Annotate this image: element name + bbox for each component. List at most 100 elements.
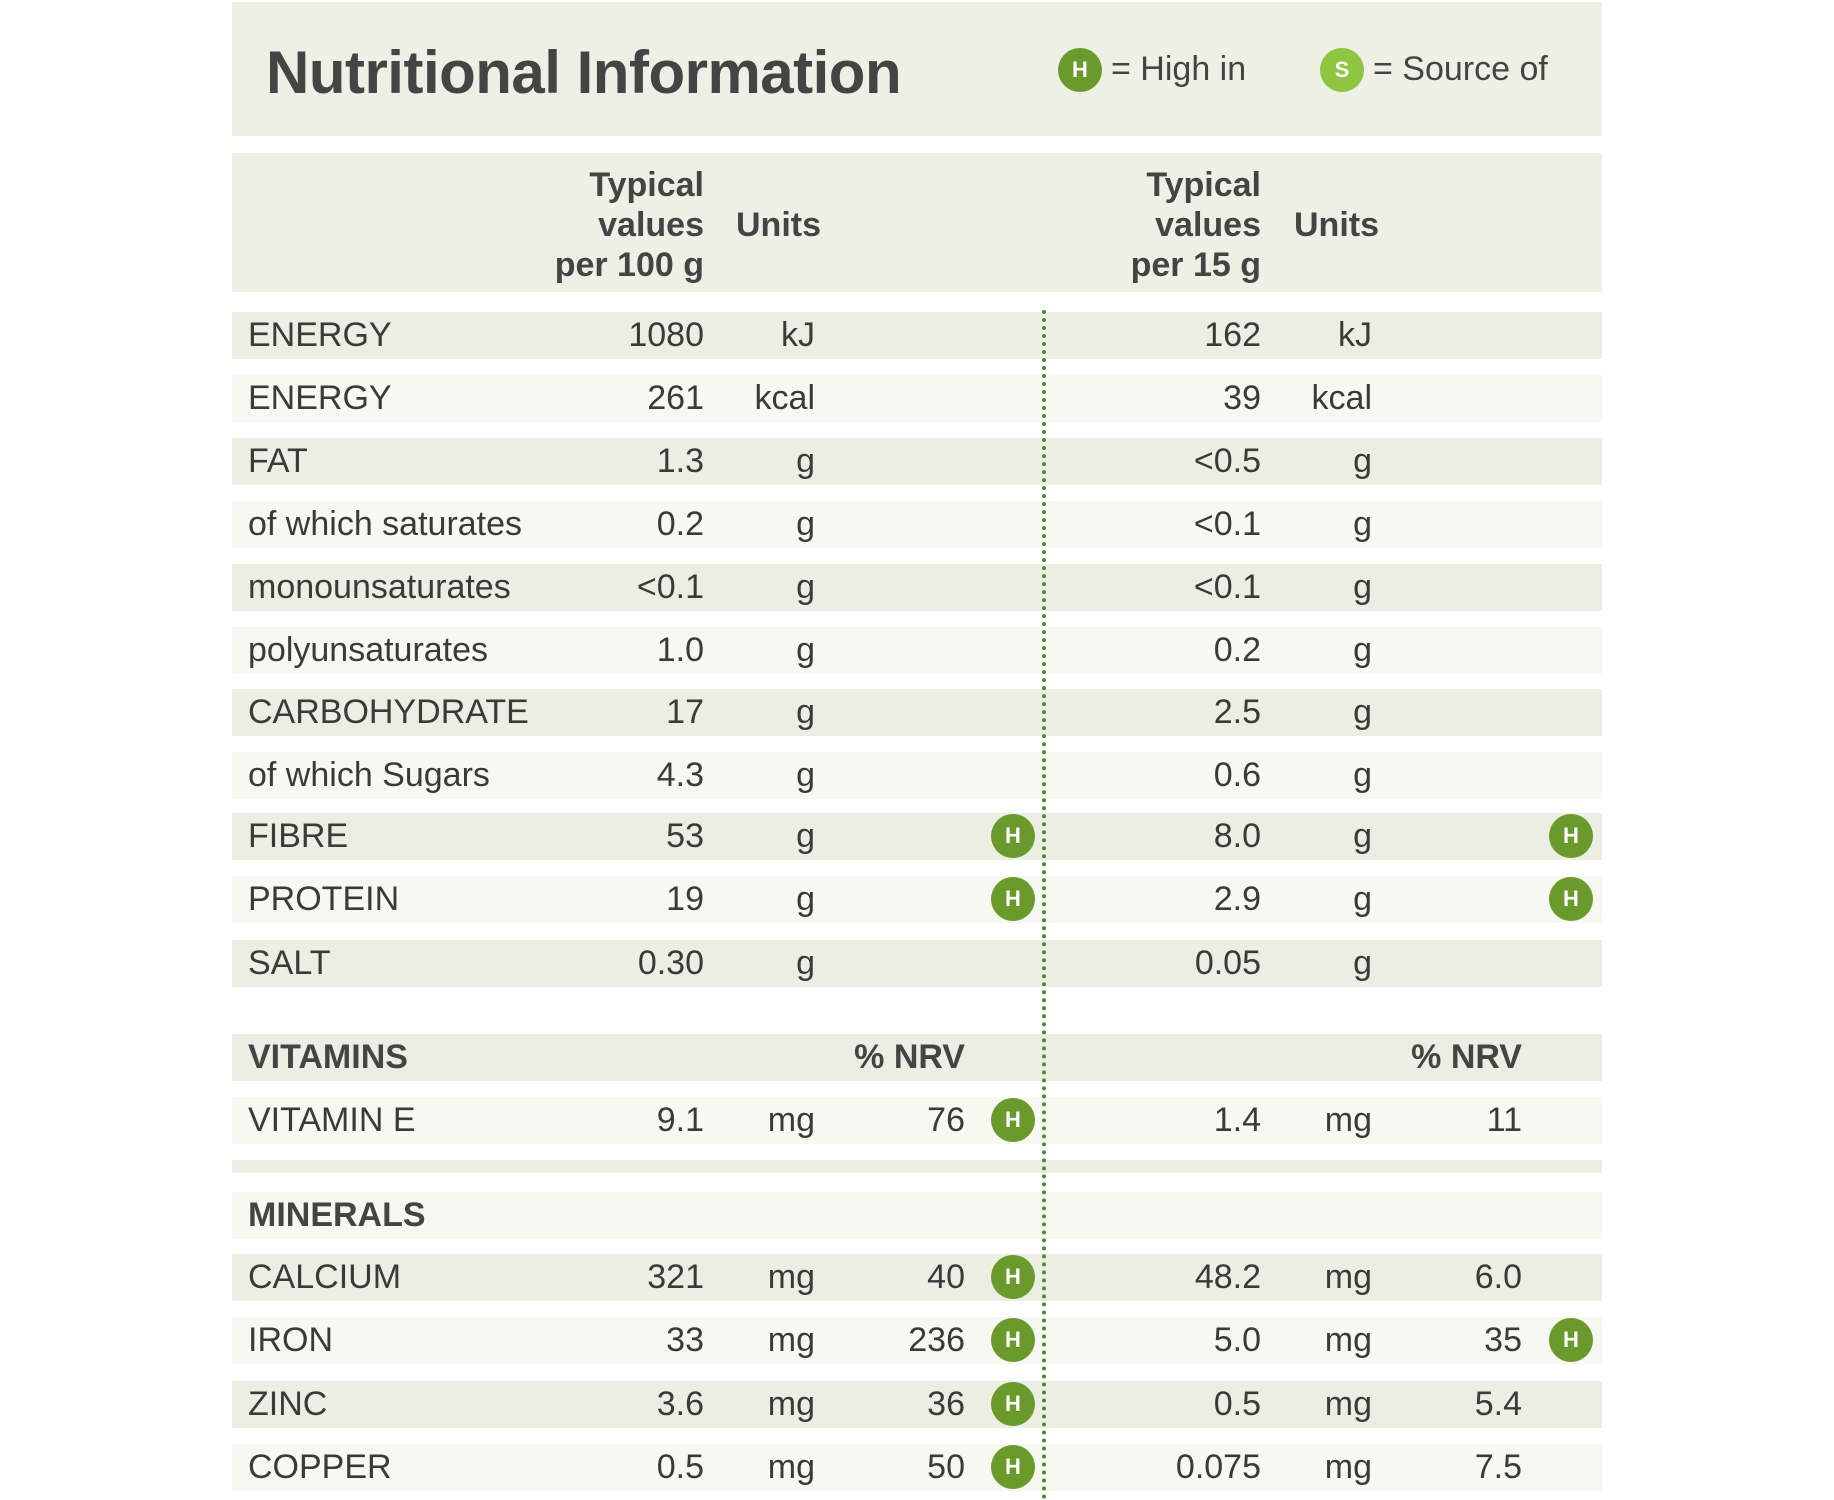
unit-per-100g: g — [796, 693, 815, 731]
table-row — [232, 1381, 1602, 1428]
nrv-per-100g: 50 — [927, 1448, 965, 1486]
value-per-15g: 0.6 — [1213, 756, 1261, 794]
high-in-badge-icon: H — [991, 814, 1035, 858]
value-per-100g: 1080 — [628, 316, 704, 354]
table-row — [232, 752, 1602, 799]
unit-per-15g: g — [1353, 442, 1372, 480]
table-row — [232, 1192, 1602, 1239]
high-in-badge-icon: H — [1549, 1318, 1593, 1362]
table-row — [232, 689, 1602, 736]
value-per-15g: 0.075 — [1175, 1448, 1261, 1486]
unit-per-15g: mg — [1324, 1258, 1372, 1296]
unit-per-15g: mg — [1324, 1385, 1372, 1423]
value-per-100g: 33 — [666, 1321, 704, 1359]
unit-per-15g: g — [1353, 756, 1372, 794]
nrv-per-15g: 6.0 — [1474, 1258, 1522, 1296]
value-per-15g: 2.9 — [1213, 880, 1261, 918]
unit-per-15g: g — [1353, 631, 1372, 669]
nrv-per-100g: 236 — [908, 1321, 965, 1359]
high-in-badge-icon: H — [1549, 814, 1593, 858]
unit-per-15g: g — [1353, 505, 1372, 543]
unit-per-100g: g — [796, 631, 815, 669]
high-in-badge-icon: H — [991, 1098, 1035, 1142]
separator-band — [232, 1160, 1602, 1173]
nutrient-label: PROTEIN — [248, 880, 400, 918]
value-per-15g: <0.5 — [1193, 442, 1261, 480]
unit-per-15g: kcal — [1311, 379, 1372, 417]
section-heading: VITAMINS — [248, 1038, 408, 1076]
header-per-15g: Typical values per 15 g — [1131, 165, 1261, 285]
value-per-15g: 39 — [1223, 379, 1261, 417]
value-per-15g: 162 — [1204, 316, 1261, 354]
table-row — [232, 501, 1602, 548]
column-divider — [1042, 310, 1046, 1500]
table-row — [232, 312, 1602, 359]
table-row — [232, 1034, 1602, 1081]
nutrient-label: of which saturates — [248, 505, 523, 543]
table-row — [232, 1444, 1602, 1491]
value-per-100g: 0.30 — [637, 944, 704, 982]
value-per-15g: 5.0 — [1213, 1321, 1261, 1359]
section-heading: MINERALS — [248, 1196, 426, 1234]
nutrient-label: monounsaturates — [248, 568, 511, 606]
unit-per-100g: mg — [767, 1385, 815, 1423]
table-row — [232, 627, 1602, 674]
value-per-100g: 3.6 — [656, 1385, 704, 1423]
table-row — [232, 940, 1602, 987]
legend-source-label: = Source of — [1373, 50, 1548, 88]
unit-per-100g: g — [796, 944, 815, 982]
nutrient-label: IRON — [248, 1321, 333, 1359]
header-line: values — [1155, 206, 1261, 244]
title-panel — [232, 2, 1602, 136]
header-line: Typical — [589, 166, 704, 204]
nutrient-label: FAT — [248, 442, 308, 480]
nutrient-label: ZINC — [248, 1385, 328, 1423]
nutrient-label: polyunsaturates — [248, 631, 489, 669]
nrv-per-15g: 7.5 — [1474, 1448, 1522, 1486]
unit-per-100g: g — [796, 442, 815, 480]
header-line: per 100 g — [554, 246, 704, 284]
value-per-100g: 1.3 — [656, 442, 704, 480]
unit-per-15g: mg — [1324, 1321, 1372, 1359]
value-per-15g: <0.1 — [1193, 568, 1261, 606]
nutrient-label: COPPER — [248, 1448, 392, 1486]
source-of-badge-icon: S — [1320, 48, 1364, 92]
value-per-15g: 1.4 — [1213, 1101, 1261, 1139]
value-per-100g: 9.1 — [656, 1101, 704, 1139]
header-units-100g: Units — [736, 206, 821, 244]
value-per-100g: 1.0 — [656, 631, 704, 669]
value-per-15g: 2.5 — [1213, 693, 1261, 731]
nrv-per-15g: 35 — [1484, 1321, 1522, 1359]
legend-high-label: = High in — [1111, 50, 1247, 88]
table-row — [232, 564, 1602, 611]
nutrient-label: CARBOHYDRATE — [248, 693, 529, 731]
unit-per-100g: mg — [767, 1101, 815, 1139]
unit-per-15g: mg — [1324, 1101, 1372, 1139]
high-in-badge-icon: H — [991, 1382, 1035, 1426]
table-row — [232, 813, 1602, 860]
value-per-100g: 53 — [666, 817, 704, 855]
value-per-100g: 4.3 — [656, 756, 704, 794]
nrv-per-100g: 76 — [927, 1101, 965, 1139]
nutrient-label: ENERGY — [248, 379, 392, 417]
table-row — [232, 375, 1602, 422]
page-title: Nutritional Information — [266, 39, 902, 106]
unit-per-15g: g — [1353, 944, 1372, 982]
value-per-100g: 0.5 — [656, 1448, 704, 1486]
header-per-100g: Typical values per 100 g — [555, 165, 704, 285]
table-row — [232, 438, 1602, 485]
unit-per-100g: mg — [767, 1448, 815, 1486]
nutrient-label: SALT — [248, 944, 331, 982]
nutrient-label: ENERGY — [248, 316, 392, 354]
unit-per-100g: kJ — [781, 316, 815, 354]
high-in-badge-icon: H — [991, 1255, 1035, 1299]
nrv-per-15g: 5.4 — [1474, 1385, 1522, 1423]
table-row — [232, 876, 1602, 923]
value-per-100g: 0.2 — [656, 505, 704, 543]
unit-per-100g: mg — [767, 1321, 815, 1359]
unit-per-15g: g — [1353, 817, 1372, 855]
header-line: values — [598, 206, 704, 244]
unit-per-100g: kcal — [754, 379, 815, 417]
value-per-15g: 48.2 — [1194, 1258, 1261, 1296]
nrv-per-100g: % NRV — [854, 1038, 965, 1076]
